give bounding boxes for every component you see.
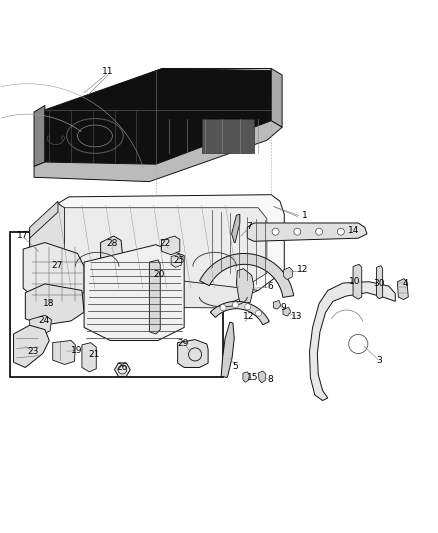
Text: 30: 30: [374, 279, 385, 288]
Circle shape: [245, 304, 251, 310]
Text: 15: 15: [247, 373, 259, 382]
Text: 11: 11: [102, 67, 114, 76]
Circle shape: [337, 228, 344, 235]
Polygon shape: [200, 254, 293, 297]
Circle shape: [255, 310, 261, 316]
Text: 1: 1: [302, 211, 308, 220]
Polygon shape: [171, 254, 182, 268]
Polygon shape: [243, 372, 250, 382]
Text: 4: 4: [403, 279, 408, 288]
Text: 3: 3: [376, 356, 382, 365]
Polygon shape: [247, 223, 367, 241]
Text: 21: 21: [88, 350, 99, 359]
Text: 17: 17: [17, 231, 28, 240]
Polygon shape: [221, 322, 234, 377]
Polygon shape: [162, 236, 180, 255]
Circle shape: [232, 302, 238, 308]
Polygon shape: [283, 308, 291, 316]
Polygon shape: [178, 340, 208, 367]
Polygon shape: [237, 269, 254, 303]
Polygon shape: [310, 282, 395, 400]
Polygon shape: [45, 68, 271, 164]
Text: 5: 5: [233, 362, 238, 371]
Circle shape: [220, 304, 226, 311]
Polygon shape: [64, 208, 267, 290]
Text: 28: 28: [107, 239, 118, 248]
Text: 25: 25: [173, 256, 185, 265]
Circle shape: [294, 228, 301, 235]
Text: 14: 14: [348, 227, 360, 235]
Text: 24: 24: [39, 316, 49, 325]
Polygon shape: [258, 371, 266, 383]
Polygon shape: [82, 343, 96, 372]
Polygon shape: [115, 363, 130, 376]
Polygon shape: [30, 201, 58, 238]
Polygon shape: [23, 243, 84, 303]
Circle shape: [272, 228, 279, 235]
Polygon shape: [53, 341, 75, 365]
Polygon shape: [271, 68, 282, 127]
Polygon shape: [201, 118, 254, 154]
Polygon shape: [273, 301, 281, 309]
Text: 23: 23: [27, 348, 39, 356]
Polygon shape: [101, 236, 122, 260]
Polygon shape: [34, 120, 282, 182]
Polygon shape: [232, 214, 240, 243]
Polygon shape: [34, 106, 45, 166]
Text: 7: 7: [246, 222, 251, 231]
Polygon shape: [210, 301, 269, 325]
Polygon shape: [149, 260, 160, 334]
Text: 12: 12: [297, 265, 308, 274]
Polygon shape: [30, 266, 258, 308]
Polygon shape: [283, 268, 293, 279]
Polygon shape: [353, 264, 362, 299]
Text: 13: 13: [291, 312, 302, 321]
Text: 19: 19: [71, 345, 82, 354]
Polygon shape: [45, 68, 271, 140]
Polygon shape: [30, 204, 64, 288]
Text: 18: 18: [42, 298, 54, 308]
Text: 6: 6: [268, 281, 273, 290]
Text: 20: 20: [153, 270, 165, 279]
Polygon shape: [397, 279, 408, 300]
Text: 27: 27: [51, 261, 63, 270]
Polygon shape: [30, 195, 284, 295]
Text: 12: 12: [243, 312, 254, 321]
Polygon shape: [14, 325, 49, 367]
Polygon shape: [84, 245, 184, 341]
Polygon shape: [30, 315, 51, 335]
Polygon shape: [377, 265, 383, 298]
Text: 26: 26: [117, 363, 128, 372]
Text: 10: 10: [349, 277, 360, 286]
Text: 8: 8: [268, 375, 273, 384]
FancyBboxPatch shape: [10, 232, 223, 377]
Circle shape: [316, 228, 322, 235]
Polygon shape: [25, 284, 84, 325]
Circle shape: [349, 334, 368, 353]
Text: 9: 9: [280, 303, 286, 312]
Text: 29: 29: [178, 338, 189, 348]
Text: 22: 22: [159, 239, 170, 248]
